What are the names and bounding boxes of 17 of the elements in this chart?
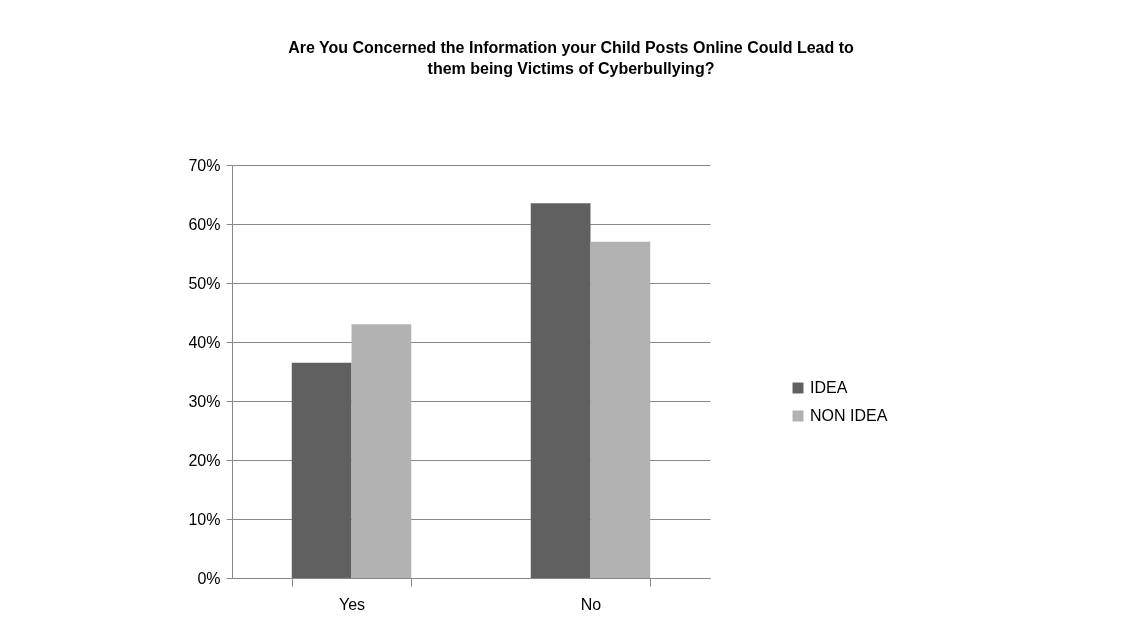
bar bbox=[351, 324, 412, 578]
y-tick-label: 50% bbox=[188, 274, 221, 292]
bar bbox=[291, 362, 352, 578]
y-tick-label: 40% bbox=[188, 333, 221, 351]
bar bbox=[530, 203, 591, 578]
chart-title: Are You Concerned the Information your Child Posts Online Could Lead to them being Victims of Cyberbullying? bbox=[288, 39, 855, 77]
legend-label: NON IDEA bbox=[810, 407, 888, 424]
y-tick-label: 60% bbox=[188, 215, 221, 233]
bar bbox=[590, 241, 651, 578]
x-tick-label: No bbox=[580, 595, 602, 613]
y-tick-label: 30% bbox=[188, 392, 221, 410]
y-tick-label: 0% bbox=[197, 569, 221, 587]
x-tick-label: Yes bbox=[338, 595, 366, 613]
y-tick-label: 10% bbox=[188, 510, 221, 528]
y-tick-label: 20% bbox=[188, 451, 221, 469]
y-tick-label: 70% bbox=[188, 156, 221, 174]
legend-label: IDEA bbox=[810, 379, 848, 396]
